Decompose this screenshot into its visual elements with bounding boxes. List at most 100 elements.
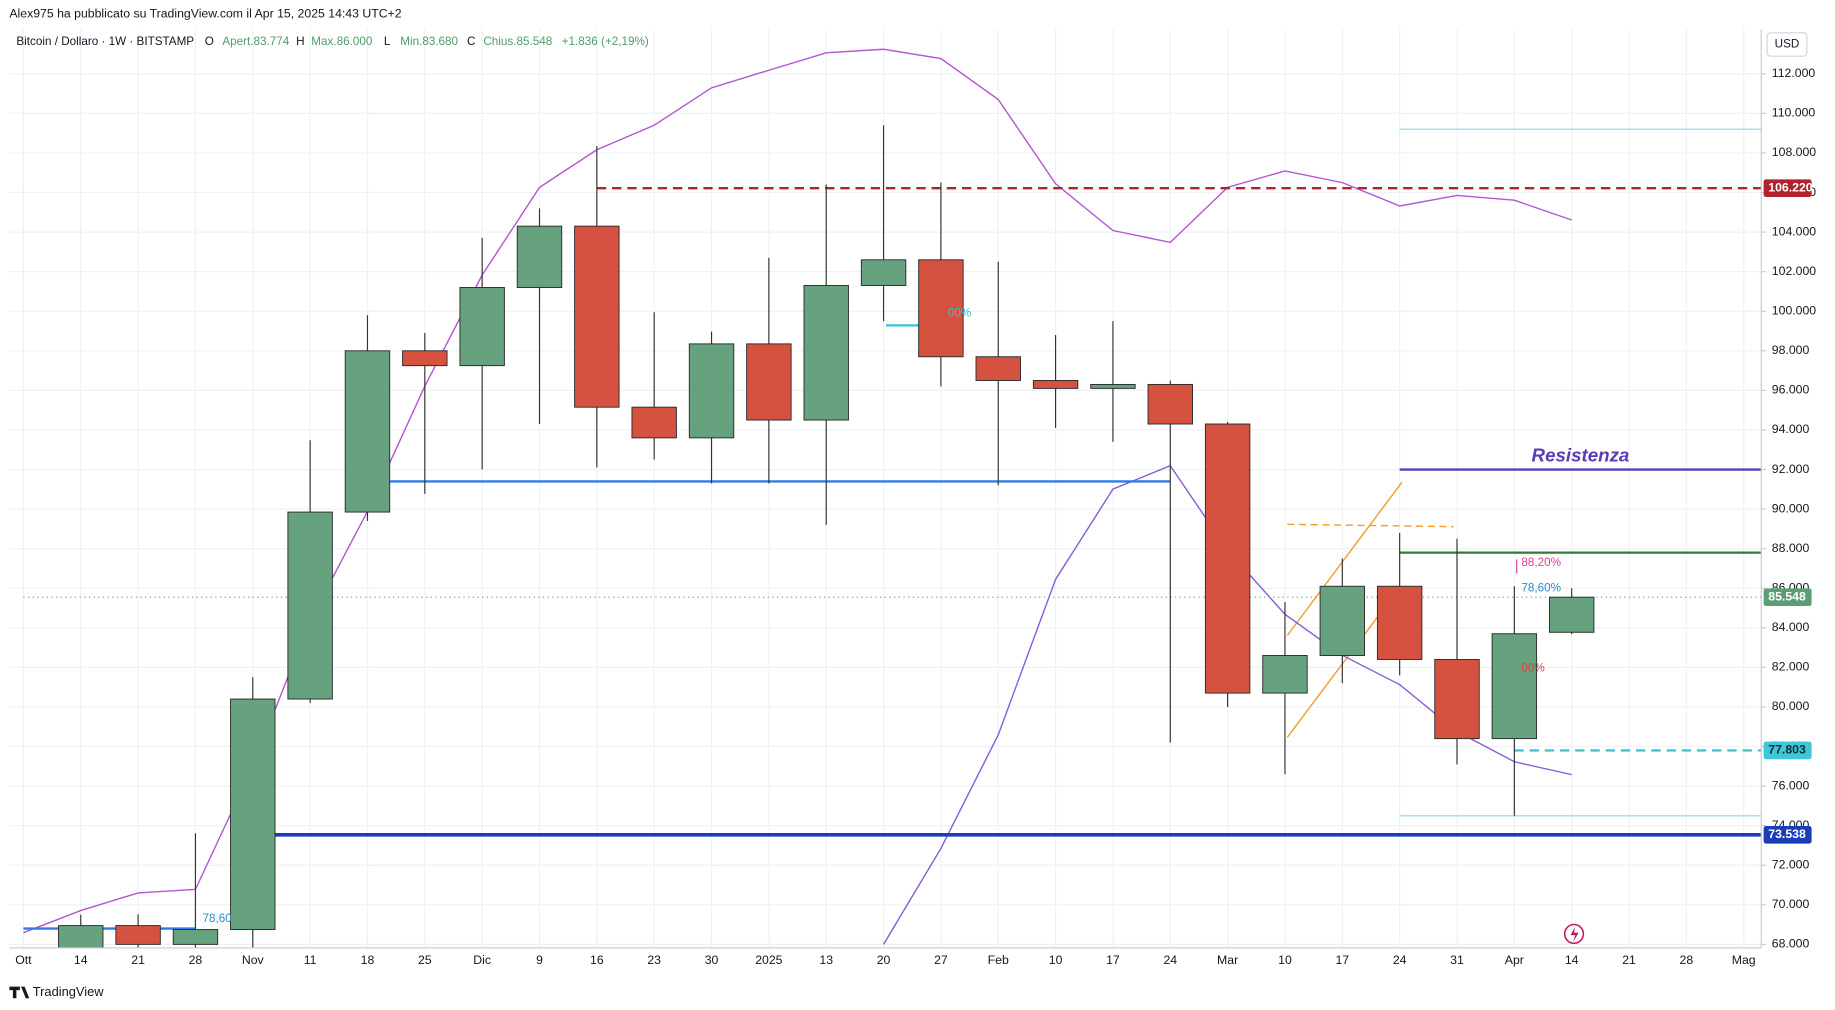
- x-tick-label: 17: [1106, 953, 1120, 967]
- annotation: 88,20%: [1521, 556, 1561, 569]
- trend-line: [1287, 523, 1454, 528]
- y-tick-label: 90.000: [1772, 501, 1810, 515]
- trend-line: [1286, 481, 1403, 636]
- indicator-line: [23, 48, 1572, 934]
- candle-body: [975, 356, 1021, 381]
- x-tick-label: 20: [877, 953, 891, 967]
- candle-body: [1491, 633, 1538, 740]
- legend-title: Bitcoin / Dollaro · 1W · BITSTAMP: [16, 35, 194, 48]
- x-tick-label: 21: [1622, 953, 1636, 967]
- currency: USD: [1775, 38, 1800, 51]
- candle-body: [688, 343, 735, 439]
- y-tick-label: 110.000: [1772, 106, 1816, 120]
- x-tick-label: 11: [304, 953, 317, 967]
- x-tick-label: 25: [418, 953, 432, 967]
- legend: Bitcoin / Dollaro · 1W · BITSTAMP O Aper…: [16, 35, 649, 48]
- legend-key: H: [296, 35, 304, 48]
- legend-value: Chius.85.548: [483, 35, 552, 48]
- y-tick-label: 82.000: [1772, 660, 1810, 674]
- x-tick-label: 24: [1163, 953, 1177, 967]
- x-tick-label: 2025: [755, 953, 782, 967]
- event-icon[interactable]: [1563, 923, 1585, 945]
- x-tick-label: 14: [74, 953, 88, 967]
- candle-body: [459, 287, 505, 367]
- x-tick-label: Feb: [988, 953, 1009, 967]
- y-tick-label: 72.000: [1772, 857, 1810, 871]
- legend-key: L: [384, 35, 391, 48]
- event-icon-bolt: [1570, 926, 1579, 943]
- axes: USD Ott 14 21 28 Nov 11 18 25 Dic 9 16 23 30 2025 13 20…: [9, 29, 1816, 967]
- candle-body: [1434, 659, 1480, 740]
- candle-body: [574, 225, 620, 408]
- x-tick-label: 21: [131, 953, 145, 967]
- annotation: 78,60: [202, 912, 232, 925]
- legend-change: +1.836 (+2,19%): [562, 35, 649, 48]
- price-label-box: [1763, 588, 1812, 606]
- x-tick-label: 30: [705, 953, 719, 967]
- x-tick-label: 9: [536, 953, 543, 967]
- candle-body: [1262, 655, 1308, 694]
- y-tick-label: 98.000: [1772, 343, 1810, 357]
- candle-body: [402, 350, 448, 367]
- candle-body: [58, 925, 104, 948]
- x-tick-label: Nov: [242, 953, 265, 967]
- candle-body: [1032, 380, 1079, 389]
- x-tick-label: Mag: [1732, 953, 1756, 967]
- x-tick-label: 31: [1450, 953, 1464, 967]
- candle-body: [803, 285, 849, 421]
- trend-line: [1286, 596, 1394, 738]
- y-tick-label: 84.000: [1772, 620, 1810, 634]
- x-tick-label: 28: [1680, 953, 1694, 967]
- x-tick-label: 17: [1335, 953, 1349, 967]
- x-tick-label: Ott: [15, 953, 32, 967]
- level-text: Resistenza: [1532, 445, 1630, 466]
- price-label: 85.548: [1768, 589, 1806, 603]
- legend-value: Max.86.000: [311, 35, 373, 48]
- x-tick-label: 23: [647, 953, 661, 967]
- annotation: 00%: [948, 307, 971, 320]
- x-tick-label: Mar: [1217, 953, 1238, 967]
- candle-body: [631, 406, 677, 439]
- legend-value: Apert.83.774: [222, 35, 289, 48]
- price-label: 77.803: [1768, 743, 1806, 757]
- price-label-box: [1763, 741, 1812, 760]
- y-tick-label: 112.000: [1772, 66, 1816, 80]
- legend-key: C: [467, 35, 475, 48]
- x-tick-label: 16: [590, 953, 604, 967]
- candle-body: [516, 225, 563, 288]
- candle-body: [1376, 585, 1423, 660]
- candle-body: [1204, 423, 1251, 694]
- candle-body: [115, 925, 161, 945]
- y-tick-label: 76.000: [1772, 778, 1810, 792]
- x-tick-label: 13: [819, 953, 833, 967]
- x-tick-label: 18: [361, 953, 375, 967]
- x-tick-label: 14: [1565, 953, 1579, 967]
- y-tick-label: 68.000: [1772, 937, 1810, 951]
- y-tick-label: 100.000: [1772, 303, 1817, 317]
- currency-box: [1766, 32, 1808, 57]
- x-tick-label: 10: [1278, 953, 1292, 967]
- candle-body: [746, 343, 792, 421]
- price-label-box: [1763, 826, 1812, 844]
- candle-body: [860, 259, 907, 286]
- y-tick-label: 92.000: [1772, 462, 1810, 476]
- y-tick-label: 104.000: [1772, 224, 1817, 238]
- annotation: 00%: [1521, 661, 1544, 674]
- price-label: 106.220: [1768, 180, 1813, 194]
- x-tick-label: 28: [189, 953, 203, 967]
- plot: Resistenza 88,20% 78,60% 00% 00% 78,60: [23, 48, 1762, 948]
- y-tick-label: 80.000: [1772, 699, 1810, 713]
- header: Alex975 ha pubblicato su TradingView.com…: [9, 6, 401, 20]
- annotation: 78,60%: [1521, 582, 1561, 595]
- legend-value: Min.83.680: [400, 35, 458, 48]
- candle-body: [1090, 383, 1136, 389]
- footer: TradingView: [33, 984, 104, 999]
- price-label: 73.538: [1768, 827, 1806, 841]
- y-tick-label: 96.000: [1772, 383, 1810, 397]
- x-tick-label: 24: [1393, 953, 1407, 967]
- y-tick-label: 108.000: [1772, 145, 1817, 159]
- price-label-box: [1763, 179, 1812, 197]
- candle-body: [1319, 585, 1366, 656]
- footer-logo: TradingView: [9, 984, 104, 999]
